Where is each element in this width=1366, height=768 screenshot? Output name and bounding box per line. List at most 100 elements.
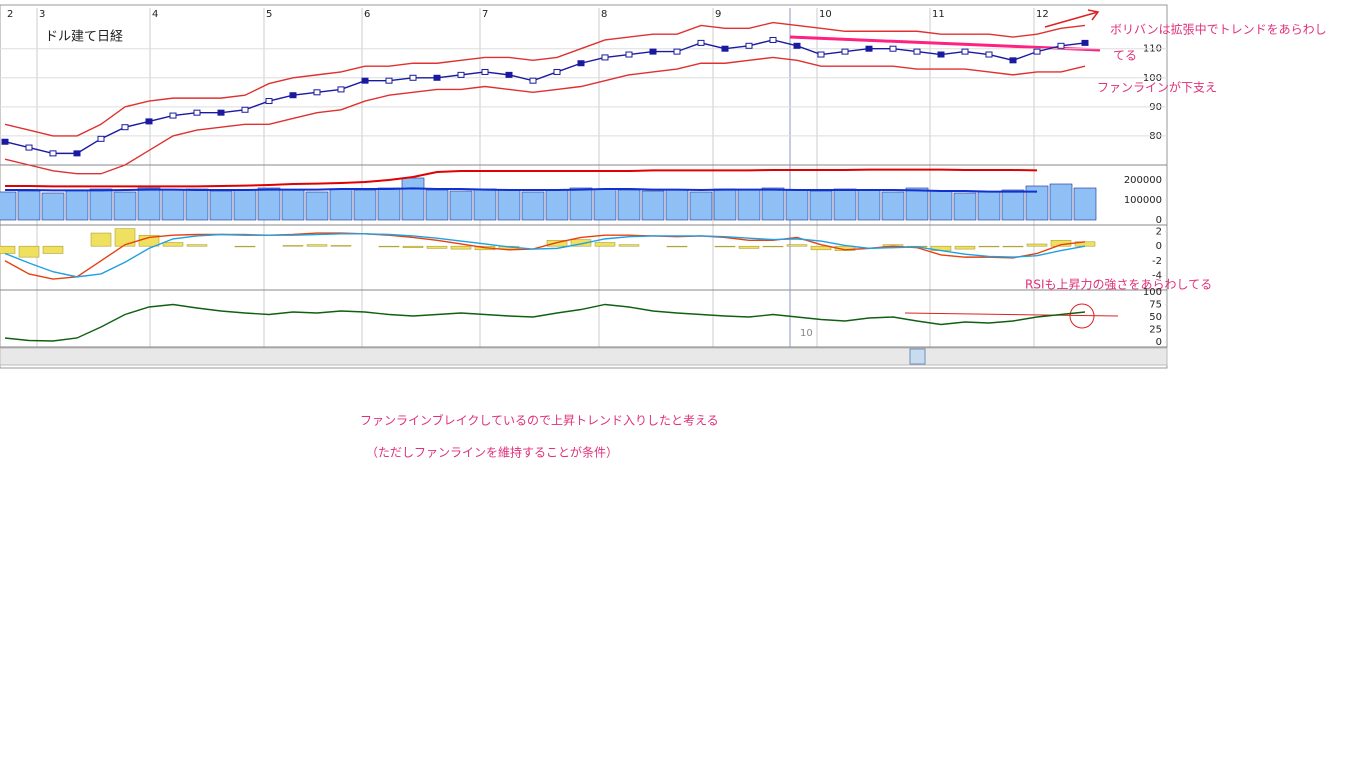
y-tick-label: 50 — [1149, 312, 1162, 323]
bar — [497, 189, 521, 221]
rsi-circle — [1069, 303, 1095, 329]
series-line — [4, 39, 1086, 155]
bar — [161, 189, 185, 221]
annotation: ボリバンは拡張中でトレンドをあらわし — [1110, 22, 1327, 37]
bar — [569, 187, 593, 221]
bar — [113, 191, 137, 221]
candle — [865, 45, 873, 52]
candle — [385, 77, 393, 84]
bar — [0, 191, 17, 221]
bar — [665, 189, 689, 221]
histogram-bar — [18, 245, 40, 258]
scrollbar[interactable] — [0, 347, 1168, 366]
x-tick-label: 7 — [482, 9, 488, 20]
candle — [337, 86, 345, 93]
x-tick-label: 4 — [152, 9, 158, 20]
bar — [593, 188, 617, 221]
series-line — [4, 233, 1086, 278]
x-tick-label: 11 — [932, 9, 945, 20]
candle — [745, 42, 753, 49]
histogram-bar — [570, 239, 592, 247]
candle — [577, 60, 585, 67]
histogram-bar — [666, 245, 688, 248]
candle — [289, 92, 297, 99]
x-tick-label: 10 — [819, 9, 832, 20]
histogram-bar — [162, 242, 184, 247]
histogram-bar — [234, 245, 256, 248]
candle — [313, 89, 321, 96]
series-line — [4, 56, 1086, 175]
chart-title: ドル建て日経 — [45, 30, 123, 45]
candle — [1081, 39, 1089, 46]
bar — [1049, 183, 1073, 221]
candle — [601, 54, 609, 61]
histogram-bar — [42, 245, 64, 254]
y-tick-label: -4 — [1152, 270, 1162, 281]
bar — [545, 189, 569, 221]
histogram-bar — [954, 245, 976, 250]
y-tick-label: 2 — [1156, 227, 1162, 238]
histogram-bar — [810, 245, 832, 251]
candle — [841, 48, 849, 55]
bar — [977, 191, 1001, 221]
x-tick-label: 9 — [715, 9, 721, 20]
bar — [1001, 189, 1025, 221]
histogram-bar — [426, 245, 448, 249]
x-tick-label: 6 — [364, 9, 370, 20]
series-line — [5, 168, 1038, 188]
histogram-bar — [306, 244, 328, 247]
annotation: ファンラインブレイクしているので上昇トレンド入りしたと考える — [360, 413, 719, 428]
histogram-bar — [618, 244, 640, 247]
candle — [961, 48, 969, 55]
x-tick-label: 3 — [39, 9, 45, 20]
y-tick-label: 75 — [1149, 300, 1162, 311]
candle — [97, 135, 105, 142]
candle — [193, 109, 201, 116]
bar — [449, 190, 473, 221]
x-tick-label: 12 — [1036, 9, 1049, 20]
candle — [73, 150, 81, 157]
panel-dividers — [0, 164, 1167, 348]
bar — [425, 189, 449, 221]
y-tick-label: 25 — [1149, 325, 1162, 336]
bar — [17, 190, 41, 221]
candle — [625, 51, 633, 58]
candle — [433, 74, 441, 81]
histogram-bar — [90, 232, 112, 247]
histogram-bar — [1002, 245, 1024, 248]
candle — [1009, 57, 1017, 64]
histogram-bar — [762, 245, 784, 248]
candle — [985, 51, 993, 58]
candle — [721, 45, 729, 52]
candle — [457, 71, 465, 78]
x-tick-label: 2 — [7, 9, 13, 20]
candle — [769, 36, 777, 43]
annotation: ファンラインが下支え — [1097, 80, 1217, 95]
y-tick-label: 100000 — [1124, 195, 1162, 206]
candle — [1, 138, 9, 145]
candle — [25, 144, 33, 151]
bar — [377, 187, 401, 221]
bar — [209, 190, 233, 221]
candle — [697, 39, 705, 46]
candle — [1033, 48, 1041, 55]
bar — [929, 190, 953, 221]
histogram-bar — [186, 244, 208, 247]
bar — [233, 189, 257, 221]
y-tick-label: 0 — [1156, 337, 1162, 348]
candle — [889, 45, 897, 52]
candle — [649, 48, 657, 55]
bar — [305, 191, 329, 221]
bar — [689, 191, 713, 221]
fan-line — [789, 35, 1101, 52]
bar — [137, 187, 161, 221]
candle — [361, 77, 369, 84]
bar — [833, 188, 857, 221]
histogram-bar — [0, 245, 16, 254]
annotation: （ただしファンラインを維持することが条件） — [366, 445, 618, 460]
histogram-bar — [282, 245, 304, 247]
histogram-bar — [594, 242, 616, 247]
histogram-bar — [330, 245, 352, 247]
scroll-thumb[interactable] — [909, 348, 926, 365]
